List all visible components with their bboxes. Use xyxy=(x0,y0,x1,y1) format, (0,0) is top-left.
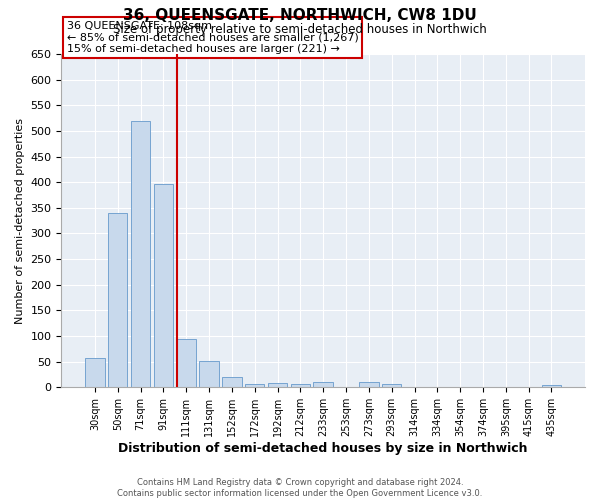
Bar xyxy=(359,382,379,388)
Bar xyxy=(313,382,333,388)
Bar xyxy=(85,358,104,388)
Bar xyxy=(108,213,127,388)
X-axis label: Distribution of semi-detached houses by size in Northwich: Distribution of semi-detached houses by … xyxy=(118,442,528,455)
Bar xyxy=(382,384,401,388)
Text: 36, QUEENSGATE, NORTHWICH, CW8 1DU: 36, QUEENSGATE, NORTHWICH, CW8 1DU xyxy=(123,8,477,22)
Bar xyxy=(222,376,242,388)
Y-axis label: Number of semi-detached properties: Number of semi-detached properties xyxy=(15,118,25,324)
Bar xyxy=(131,121,150,388)
Bar xyxy=(154,184,173,388)
Text: Size of property relative to semi-detached houses in Northwich: Size of property relative to semi-detach… xyxy=(113,22,487,36)
Text: Contains HM Land Registry data © Crown copyright and database right 2024.
Contai: Contains HM Land Registry data © Crown c… xyxy=(118,478,482,498)
Bar xyxy=(290,384,310,388)
Bar xyxy=(176,338,196,388)
Bar xyxy=(542,385,561,388)
Text: 36 QUEENSGATE: 108sqm
← 85% of semi-detached houses are smaller (1,267)
15% of s: 36 QUEENSGATE: 108sqm ← 85% of semi-deta… xyxy=(67,21,358,54)
Bar xyxy=(245,384,265,388)
Bar xyxy=(199,361,219,388)
Bar xyxy=(268,382,287,388)
